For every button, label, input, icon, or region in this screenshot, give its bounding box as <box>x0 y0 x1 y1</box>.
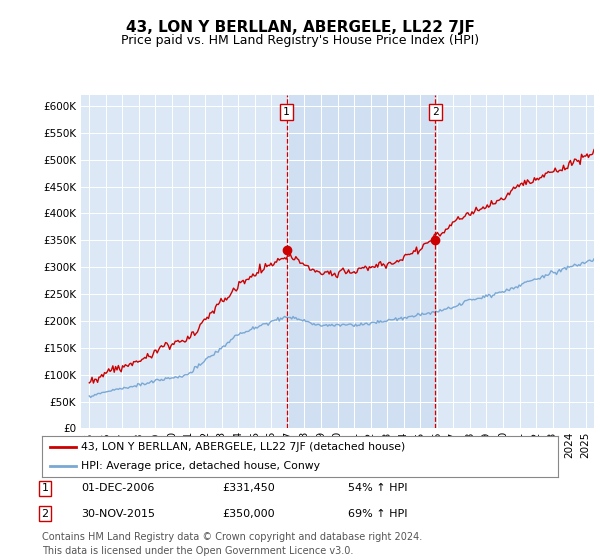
Text: 2: 2 <box>432 107 439 117</box>
Bar <box>287 95 436 428</box>
Text: HPI: Average price, detached house, Conwy: HPI: Average price, detached house, Conw… <box>80 461 320 471</box>
Text: 43, LON Y BERLLAN, ABERGELE, LL22 7JF: 43, LON Y BERLLAN, ABERGELE, LL22 7JF <box>125 20 475 35</box>
Text: 69% ↑ HPI: 69% ↑ HPI <box>348 508 407 519</box>
Text: 30-NOV-2015: 30-NOV-2015 <box>81 508 155 519</box>
Text: 1: 1 <box>41 483 49 493</box>
Text: £331,450: £331,450 <box>222 483 275 493</box>
Text: 01-DEC-2006: 01-DEC-2006 <box>81 483 154 493</box>
Text: 2: 2 <box>41 508 49 519</box>
Text: 1: 1 <box>283 107 290 117</box>
Text: Contains HM Land Registry data © Crown copyright and database right 2024.
This d: Contains HM Land Registry data © Crown c… <box>42 533 422 556</box>
Text: 43, LON Y BERLLAN, ABERGELE, LL22 7JF (detached house): 43, LON Y BERLLAN, ABERGELE, LL22 7JF (d… <box>80 442 405 452</box>
Text: 54% ↑ HPI: 54% ↑ HPI <box>348 483 407 493</box>
Text: £350,000: £350,000 <box>222 508 275 519</box>
Text: Price paid vs. HM Land Registry's House Price Index (HPI): Price paid vs. HM Land Registry's House … <box>121 34 479 46</box>
